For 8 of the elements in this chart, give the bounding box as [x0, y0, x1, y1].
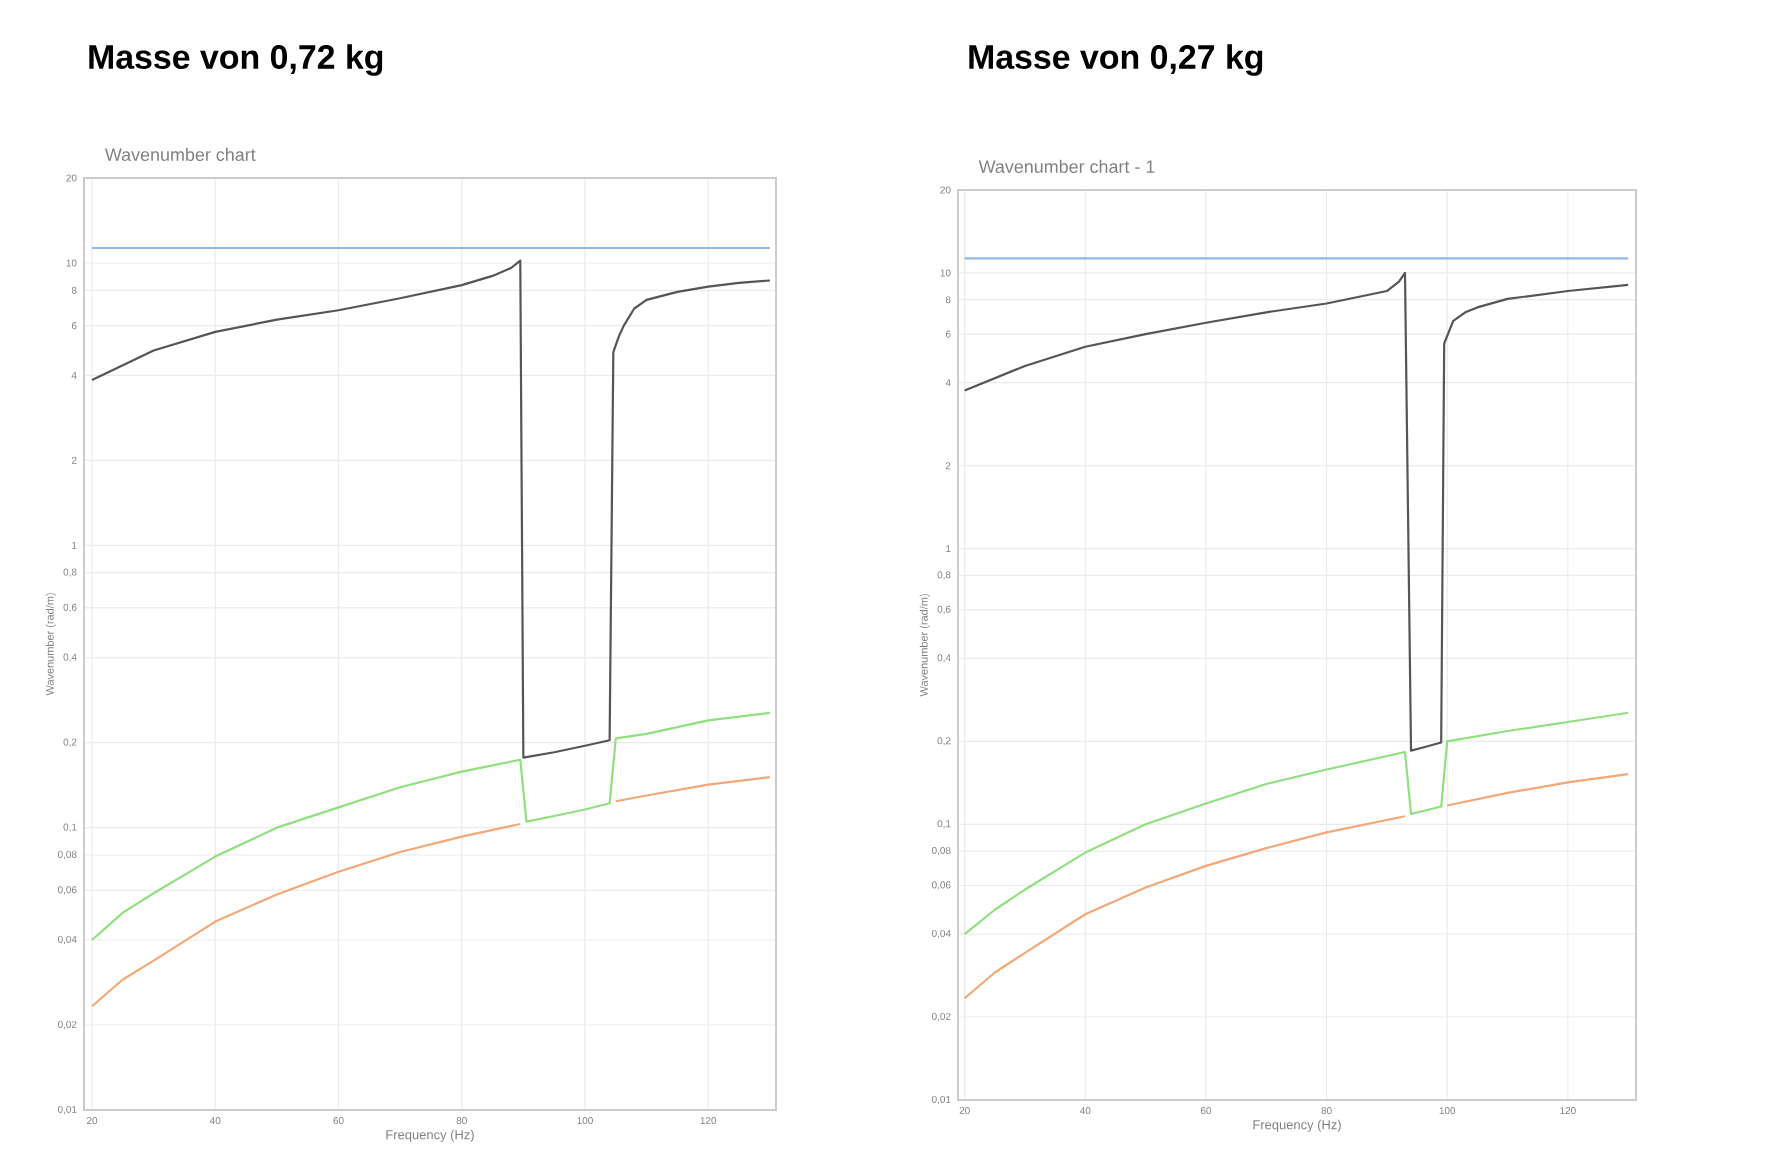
chart-title: Masse von 0,27 kg	[969, 44, 1263, 76]
chart-subtitle: Wavenumber chart	[104, 147, 256, 162]
chart-title: Masse von 0,72 kg	[89, 44, 383, 76]
line-series	[963, 711, 1630, 936]
line-series	[963, 271, 1630, 752]
line-series	[90, 259, 771, 759]
line-series	[90, 711, 771, 942]
chart-subtitle: Wavenumber chart - 1	[978, 159, 1155, 173]
